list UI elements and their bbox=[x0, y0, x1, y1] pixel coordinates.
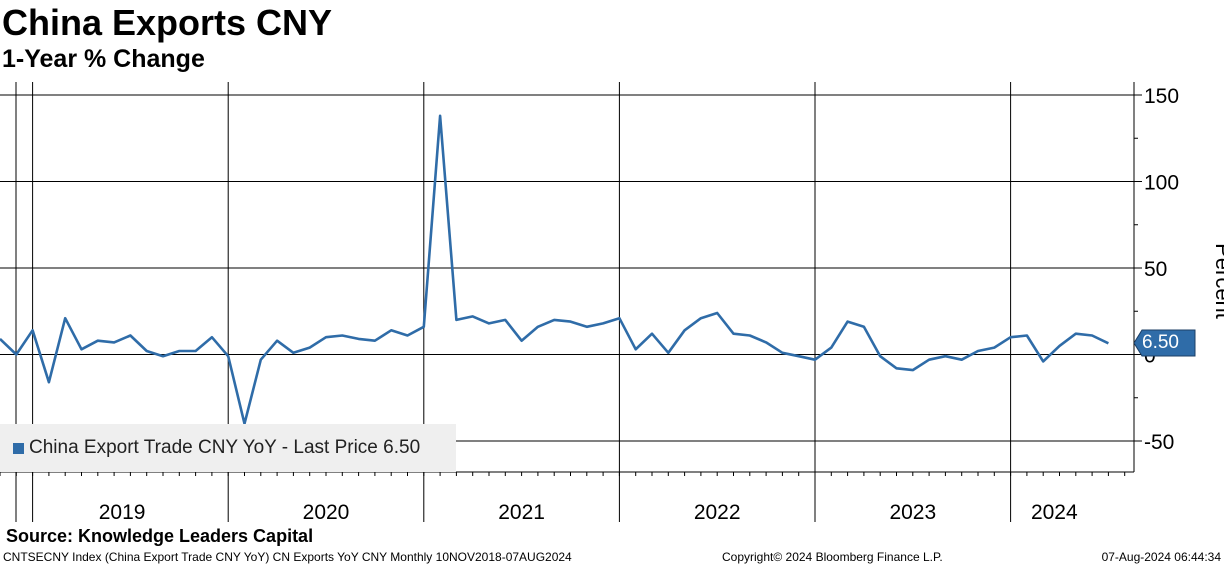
series-line bbox=[0, 114, 1109, 426]
legend-label: China Export Trade CNY YoY - Last Price … bbox=[29, 437, 421, 458]
x-year-labels: 2019 2020 2021 2022 2023 2024 bbox=[99, 501, 1078, 524]
x-year-label: 2023 bbox=[889, 501, 936, 524]
source-note: Source: Knowledge Leaders Capital bbox=[6, 526, 314, 546]
y-tick-labels: 150100500-50 bbox=[1144, 85, 1179, 454]
chart-title: China Exports CNY bbox=[2, 2, 333, 43]
x-year-label: 2021 bbox=[498, 501, 545, 524]
footer-copyright: Copyright© 2024 Bloomberg Finance L.P. bbox=[722, 550, 943, 564]
axes bbox=[0, 82, 1142, 522]
last-price-badge: 6.50 bbox=[1134, 329, 1196, 357]
y-tick-label: 100 bbox=[1144, 172, 1179, 195]
footer-timestamp: 07-Aug-2024 06:44:34 bbox=[1101, 550, 1221, 564]
y-tick-label: 50 bbox=[1144, 258, 1167, 281]
last-price-badge-shape bbox=[1134, 329, 1196, 357]
x-year-label: 2019 bbox=[99, 501, 146, 524]
x-year-label: 2020 bbox=[303, 501, 350, 524]
legend bbox=[0, 424, 456, 472]
y-tick-label: -50 bbox=[1144, 431, 1174, 454]
last-price-value: 6.50 bbox=[1142, 332, 1179, 354]
y-axis-label: Percent bbox=[1211, 243, 1224, 319]
grid-lines bbox=[0, 82, 1134, 472]
footer-index-info: CNTSECNY Index (China Export Trade CNY Y… bbox=[3, 550, 572, 564]
y-tick-label: 150 bbox=[1144, 85, 1179, 108]
legend-swatch-icon bbox=[13, 443, 24, 454]
series-group bbox=[0, 114, 1109, 426]
x-year-label: 2022 bbox=[694, 501, 741, 524]
chart-subtitle: 1-Year % Change bbox=[2, 45, 205, 73]
x-year-label: 2024 bbox=[1031, 501, 1078, 524]
